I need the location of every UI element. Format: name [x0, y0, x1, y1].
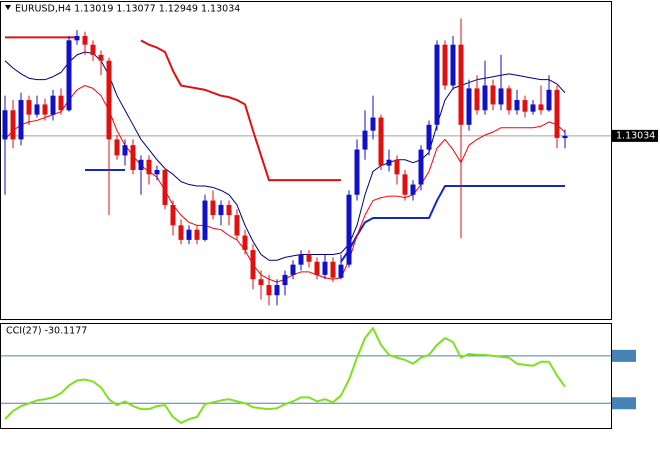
candle-body [154, 169, 160, 175]
candle-body [490, 85, 496, 105]
cci-panel-frame [0, 323, 612, 429]
candle-body [250, 250, 256, 280]
last-price-box [612, 129, 658, 142]
candle-body [562, 135, 568, 139]
candle-body [546, 89, 552, 111]
candle-body [226, 204, 232, 216]
candle-body [210, 200, 216, 216]
collapse-icon [5, 5, 11, 10]
candle-body [370, 117, 376, 131]
candle-body [506, 88, 512, 111]
candle-body [146, 159, 152, 175]
candle-body [66, 40, 72, 111]
candle-body [498, 88, 504, 105]
candle-body [58, 95, 64, 111]
candle-body [98, 54, 104, 61]
candle-body [538, 104, 544, 111]
candle-body [130, 145, 136, 170]
last-price-label: 1.13034 [616, 130, 655, 141]
candle-body [90, 44, 96, 55]
candle-body [34, 104, 40, 115]
candle-body [322, 261, 328, 275]
indicator-line [340, 184, 565, 263]
candle-body [378, 117, 384, 166]
candle-body [482, 85, 488, 111]
candle-body [330, 261, 336, 278]
candle-body [82, 35, 88, 45]
candle-body [466, 88, 472, 125]
candle-body [474, 88, 480, 111]
candle-body [258, 279, 264, 286]
candle-body [338, 264, 344, 278]
label-layer: 1.13034 [612, 129, 658, 142]
candle-body [18, 100, 24, 140]
candle-body [298, 254, 304, 265]
candle-body [426, 124, 432, 150]
level-label-box [612, 397, 636, 410]
candle-body [42, 104, 48, 115]
candle-body [194, 229, 200, 240]
candle-body [10, 110, 16, 140]
candle-body [162, 169, 168, 205]
candle-body [402, 174, 408, 195]
candle-body [346, 194, 352, 265]
candle-body [114, 139, 120, 156]
candle-body [122, 145, 128, 156]
candle-body [410, 184, 416, 195]
indicator-line [4, 51, 566, 261]
main-title: EURUSD,H4 1.13019 1.13077 1.12949 1.1303… [15, 4, 240, 15]
candle-body [418, 149, 424, 185]
candle-body [170, 204, 176, 226]
grid-layer [1, 135, 636, 410]
cci-title: CCI(27) -30.1177 [6, 326, 87, 337]
candle-body [234, 215, 240, 236]
candle-body [554, 89, 560, 138]
candle-body [242, 235, 248, 251]
candle-body [186, 229, 192, 240]
candle-body [218, 204, 224, 216]
candle-body [266, 285, 272, 296]
candle-body [354, 149, 360, 195]
candle-body [202, 200, 208, 240]
candle-body [106, 60, 112, 140]
candle-body [306, 254, 312, 262]
mark-layer [2, 18, 568, 424]
level-label-box [612, 349, 636, 362]
candle-body [2, 110, 8, 140]
candle-body [178, 225, 184, 240]
candle-body [290, 264, 296, 275]
candle-body [50, 95, 56, 115]
candle-body [74, 35, 80, 41]
candle-body [314, 261, 320, 275]
candle-body [450, 44, 456, 86]
candle-body [386, 159, 392, 166]
candle-body [282, 274, 288, 286]
candle-body [362, 130, 368, 150]
candle-body [530, 104, 536, 112]
candle-body [274, 285, 280, 296]
candle-body [514, 100, 520, 111]
candle-body [522, 100, 528, 112]
candle-body [26, 100, 32, 115]
indicator-line [4, 327, 566, 424]
candle-body [442, 44, 448, 86]
main-panel-frame [0, 1, 612, 320]
candle-body [138, 159, 144, 170]
indicator-line [140, 39, 341, 182]
candle-body [434, 44, 440, 125]
candle-body [394, 159, 400, 175]
candle-body [458, 44, 464, 125]
